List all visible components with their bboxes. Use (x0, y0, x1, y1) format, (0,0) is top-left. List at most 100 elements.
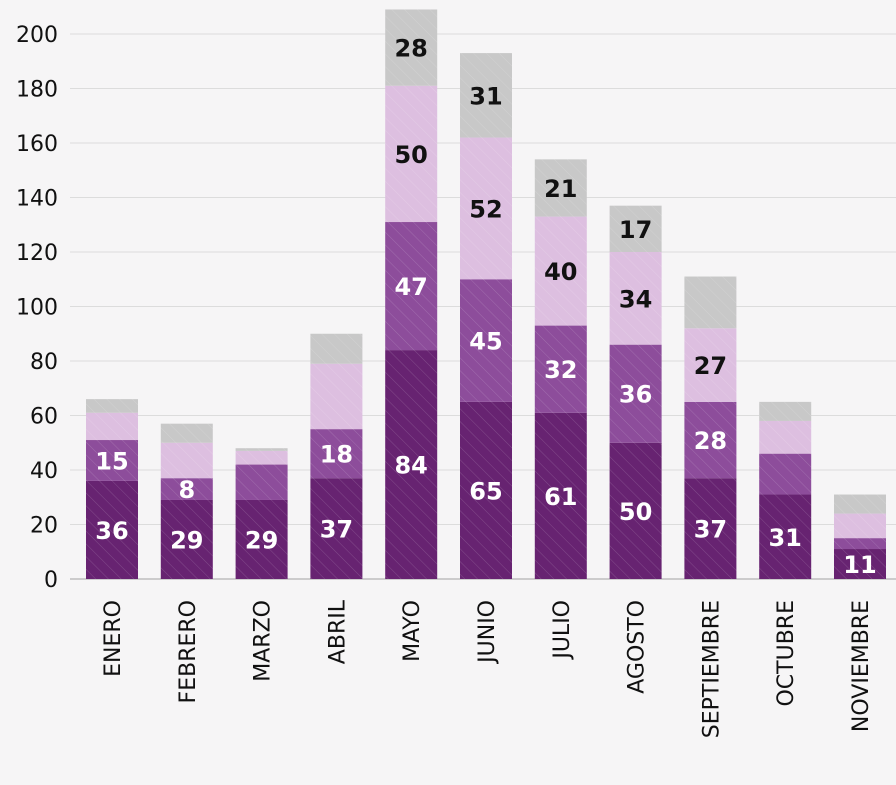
bar-hatch (385, 222, 438, 351)
data-label: 36 (619, 381, 652, 409)
y-tick-label: 100 (16, 296, 58, 321)
x-tick-label: JULIO (550, 600, 575, 661)
data-label: 52 (469, 195, 502, 223)
bar-hatch (759, 401, 812, 421)
bar-hatch (310, 333, 363, 364)
bar-hatch (385, 85, 438, 223)
data-label: 11 (843, 551, 876, 579)
y-tick-label: 40 (30, 459, 58, 484)
data-label: 61 (544, 483, 577, 511)
data-label: 40 (544, 258, 577, 286)
data-label: 27 (694, 352, 727, 380)
bar-hatch (235, 448, 288, 451)
bar-hatch (534, 325, 587, 413)
data-label: 31 (469, 82, 502, 110)
bar-hatch (534, 412, 587, 579)
bar-hatch (86, 399, 138, 413)
y-tick-label: 180 (16, 78, 58, 103)
bar-hatch (310, 478, 363, 579)
bar-hatch (460, 279, 512, 402)
bar-hatch (834, 549, 886, 579)
y-tick-label: 0 (44, 568, 58, 593)
bar-hatch (460, 401, 512, 579)
x-tick-label: SEPTIEMBRE (699, 600, 724, 738)
x-axis: ENERO FEBRERO MARZO ABRIL MAYO JUNIO JULIO AGOS… (101, 599, 874, 738)
bar-hatch (759, 453, 812, 495)
y-tick-label: 140 (16, 187, 58, 212)
data-label: 15 (95, 447, 128, 475)
data-label: 37 (320, 516, 353, 544)
x-tick-label: JUNIO (475, 600, 500, 665)
bar-hatch (534, 216, 587, 326)
y-tick-label: 200 (16, 23, 58, 48)
x-tick-label: ABRIL (325, 599, 350, 664)
data-label: 37 (694, 516, 727, 544)
bar-hatch (86, 412, 138, 441)
bar-hatch (684, 401, 737, 479)
bar-hatch (684, 276, 737, 329)
y-tick-label: 60 (30, 405, 58, 430)
y-tick-label: 80 (30, 350, 58, 375)
data-label: 21 (544, 175, 577, 203)
data-label: 47 (394, 273, 427, 301)
bar-hatch (310, 429, 363, 479)
data-label: 34 (619, 285, 652, 313)
bar-hatch (86, 440, 138, 481)
x-tick-label: MAYO (400, 600, 425, 662)
bar-hatch (759, 494, 812, 579)
bar-hatch (385, 9, 438, 86)
data-label: 31 (768, 524, 801, 552)
bar-hatch (834, 538, 886, 550)
data-labels: 36 15 29 8 29 37 18 84 47 50 28 65 45 52 31 61 32 40 21 50 3… (95, 35, 876, 579)
data-label: 18 (320, 441, 353, 469)
bar-hatch (609, 205, 662, 252)
bar-hatch (235, 499, 288, 579)
bar-hatch (609, 344, 662, 443)
y-axis: 0 20 40 60 80 100 120 140 160 180 200 (16, 23, 58, 593)
data-label: 36 (95, 517, 128, 545)
data-label: 50 (619, 498, 652, 526)
bar-hatch (534, 159, 587, 217)
bar-hatch (160, 478, 213, 500)
bars (86, 9, 886, 579)
data-label: 29 (170, 526, 203, 554)
x-tick-label: ENERO (101, 600, 126, 677)
bar-hatch (310, 363, 363, 430)
x-tick-label: FEBRERO (176, 600, 201, 703)
data-label: 65 (469, 477, 502, 505)
bar-hatch (460, 53, 512, 138)
bar-hatch (834, 494, 886, 514)
bar-hatch (759, 420, 812, 454)
bar-hatch (385, 350, 438, 579)
bar-hatch (684, 328, 737, 402)
bar-hatch (160, 423, 213, 443)
data-label: 29 (245, 526, 278, 554)
y-tick-label: 160 (16, 132, 58, 157)
bar-hatch (684, 478, 737, 579)
data-label: 28 (394, 35, 427, 63)
x-tick-label: OCTUBRE (774, 600, 799, 707)
bar-hatch (460, 137, 512, 280)
data-label: 45 (469, 328, 502, 356)
bar-hatch (86, 480, 138, 579)
bar-hatch (235, 450, 288, 465)
bar-hatch (609, 442, 662, 579)
bar-hatch (235, 464, 288, 500)
x-tick-label: NOVIEMBRE (849, 600, 874, 732)
data-label: 50 (394, 141, 427, 169)
bar-hatch (160, 499, 213, 579)
bar-hatch (834, 513, 886, 539)
bar-hatch (160, 442, 213, 479)
data-label: 17 (619, 216, 652, 244)
data-label: 8 (178, 476, 195, 504)
x-tick-label: MARZO (251, 600, 276, 682)
x-tick-label: AGOSTO (625, 600, 650, 694)
y-tick-label: 120 (16, 241, 58, 266)
y-tick-label: 20 (30, 514, 58, 539)
data-label: 28 (694, 427, 727, 455)
bar-hatch (609, 252, 662, 345)
data-label: 32 (544, 356, 577, 384)
data-label: 84 (394, 452, 427, 480)
